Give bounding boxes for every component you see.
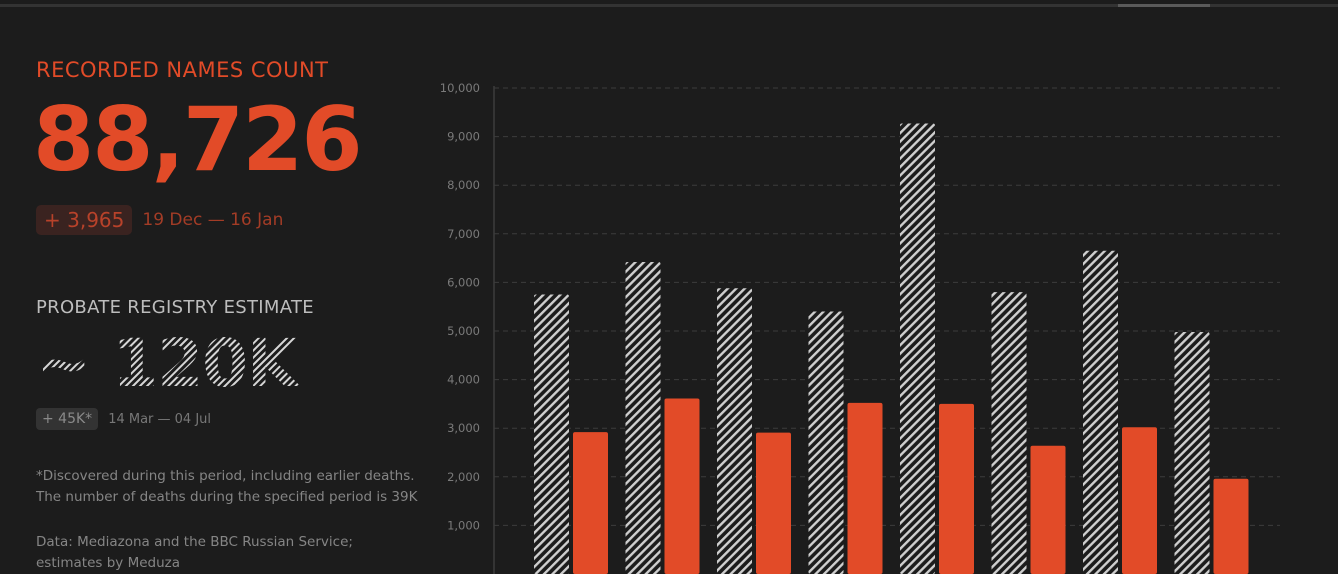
- estimate-delta-badge: + 45K*: [36, 408, 99, 430]
- hatched-bar: [625, 261, 661, 574]
- top-scroll-track[interactable]: [0, 4, 1338, 7]
- hatched-bar: [991, 292, 1027, 574]
- y-tick-label: 3,000: [447, 421, 480, 435]
- y-tick-label: 4,000: [447, 373, 480, 387]
- estimate-period: 14 Mar — 04 Jul: [108, 411, 212, 427]
- probate-estimate-value: ~ 120K: [36, 326, 302, 398]
- source-line-1: Data: Mediazona and the BBC Russian Serv…: [36, 534, 353, 550]
- chart-gridlines: [494, 87, 1280, 526]
- chart-bars: [534, 123, 1249, 574]
- footnote-line-1: *Discovered during this period, includin…: [36, 468, 415, 484]
- hatched-bar: [900, 123, 935, 574]
- hatched-bar: [534, 294, 569, 574]
- solid-bar: [1030, 445, 1066, 574]
- estimate-delta-row: + 45K* 14 Mar — 04 Jul: [36, 408, 211, 430]
- y-tick-label: 1,000: [447, 518, 480, 532]
- y-tick-label: 10,000: [440, 81, 480, 95]
- footnote: *Discovered during this period, includin…: [36, 466, 456, 508]
- recorded-period: 19 Dec — 16 Jan: [142, 210, 284, 230]
- hatched-bar: [808, 311, 844, 574]
- hatched-bar: [1083, 250, 1118, 574]
- solid-bar: [573, 432, 608, 574]
- solid-bar: [756, 432, 791, 574]
- recorded-delta-badge: + 3,965: [36, 205, 133, 235]
- y-tick-label: 8,000: [447, 178, 480, 192]
- solid-bar: [847, 402, 883, 574]
- y-tick-label: 5,000: [447, 324, 480, 338]
- source-line-2: estimates by Meduza: [36, 555, 181, 571]
- y-tick-label: 7,000: [447, 227, 480, 241]
- bar-chart: 1,000 2,000 3,000 4,000 5,000 6,000 7,000 8,000…: [440, 81, 1280, 574]
- top-scroll-thumb[interactable]: [1118, 4, 1210, 7]
- probate-estimate-label: PROBATE REGISTRY ESTIMATE: [36, 297, 314, 318]
- solid-bar: [1122, 427, 1157, 574]
- hatched-bar: [1174, 331, 1210, 574]
- recorded-names-count: 88,726: [33, 88, 363, 191]
- y-tick-label: 6,000: [447, 275, 480, 289]
- y-axis-ticks: 1,000 2,000 3,000 4,000 5,000 6,000 7,000 8,000…: [440, 81, 480, 532]
- solid-bar: [664, 398, 700, 574]
- data-source: Data: Mediazona and the BBC Russian Serv…: [36, 532, 456, 574]
- footnote-line-2: The number of deaths during the specifie…: [36, 489, 418, 505]
- hatched-bar: [717, 288, 752, 574]
- recorded-names-label: RECORDED NAMES COUNT: [36, 58, 329, 82]
- recorded-delta-row: + 3,965 19 Dec — 16 Jan: [36, 205, 283, 235]
- solid-bar: [1213, 478, 1249, 574]
- y-tick-label: 9,000: [447, 130, 480, 144]
- summary-panel: RECORDED NAMES COUNT 88,726 + 3,965 19 D…: [33, 0, 456, 574]
- solid-bar: [939, 403, 974, 574]
- probate-estimate-text: ~ 120K: [36, 326, 301, 398]
- y-tick-label: 2,000: [447, 470, 480, 484]
